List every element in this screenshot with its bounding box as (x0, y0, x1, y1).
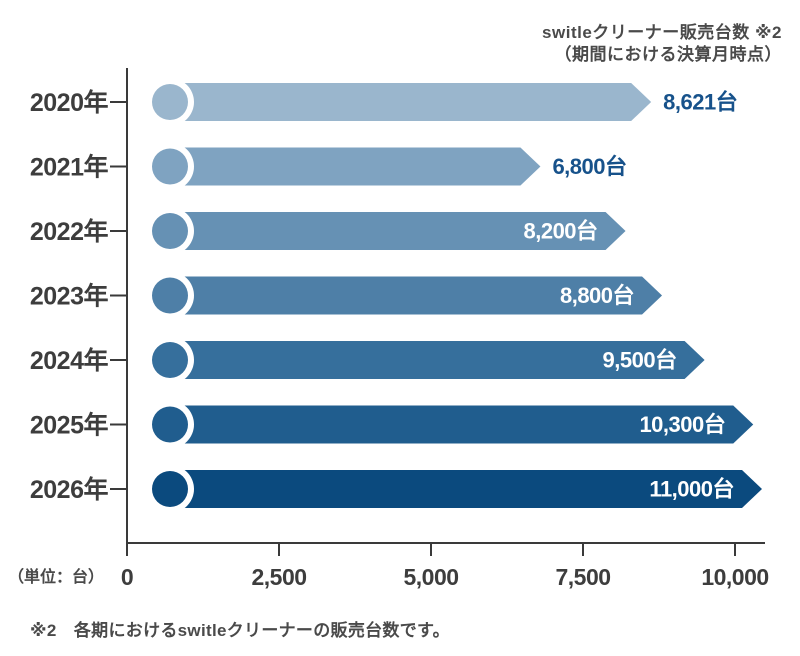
footnote-text: ※2 各期におけるswitleクリーナーの販売台数です。 (30, 621, 450, 640)
bar-cap-circle-2020年 (152, 84, 188, 120)
y-axis-tick-2023年 (110, 294, 127, 297)
x-axis-tick-10,000 (734, 543, 736, 556)
value-label-2022年: 8,200台 (523, 219, 597, 244)
y-axis-tick-2020年 (110, 101, 127, 103)
x-axis-tick-2,500 (278, 543, 280, 556)
x-axis-tick-label-7,500: 7,500 (555, 564, 610, 590)
category-label-2020年: 2020年 (30, 88, 109, 117)
category-label-2025年: 2025年 (30, 410, 109, 439)
y-axis-tick-2024年 (110, 359, 127, 361)
category-label-2026年: 2026年 (30, 475, 109, 504)
bar-2021年 (170, 147, 541, 186)
bar-2024年 (170, 341, 705, 379)
value-label-2021年: 6,800台 (552, 154, 626, 179)
x-axis-tick-label-5,000: 5,000 (403, 564, 458, 590)
bar-cap-circle-2025年 (152, 406, 188, 443)
bar-cap-circle-2023年 (152, 277, 188, 314)
value-label-2020年: 8,621台 (663, 90, 737, 115)
bar-cap-circle-2021年 (152, 148, 188, 185)
chart-title: switleクリーナー販売台数 ※2 （期間における決算月時点） (542, 22, 782, 66)
bar-2025年 (170, 405, 754, 444)
category-label-2023年: 2023年 (30, 281, 109, 310)
bar-cap-circle-2022年 (152, 213, 188, 249)
value-label-2026年: 11,000台 (649, 477, 734, 502)
x-axis-tick-label-2,500: 2,500 (251, 564, 306, 590)
y-axis-tick-2021年 (110, 165, 127, 168)
chart-title-line1: switleクリーナー販売台数 ※2 (542, 23, 782, 42)
value-label-2025年: 10,300台 (639, 412, 725, 437)
category-label-2024年: 2024年 (30, 346, 109, 375)
y-axis-tick-2025年 (110, 423, 127, 426)
y-axis-line (126, 68, 128, 556)
x-axis-tick-5,000 (430, 543, 432, 556)
category-label-2022年: 2022年 (30, 217, 109, 246)
category-label-2021年: 2021年 (30, 152, 109, 181)
y-axis-tick-2026年 (110, 488, 127, 490)
y-axis-tick-2022年 (110, 230, 127, 232)
value-label-2023年: 8,800台 (560, 283, 634, 308)
bar-2022年 (170, 212, 626, 250)
x-axis-tick-7,500 (582, 543, 584, 556)
bar-2026年 (170, 470, 762, 508)
bar-cap-circle-2024年 (152, 342, 188, 378)
bar-2020年 (170, 83, 652, 121)
value-label-2024年: 9,500台 (603, 348, 677, 373)
bar-chart: 0 2,500 5,000 7,500 10,000 2020年 8,621台 2021年 6,… (30, 68, 769, 590)
axis-unit-label: （単位：台） (8, 569, 105, 586)
chart-title-line2: （期間における決算月時点） (554, 45, 782, 64)
x-axis-line (126, 542, 765, 544)
x-axis-tick-label-10,000: 10,000 (701, 564, 768, 590)
bar-2023年 (170, 276, 663, 315)
x-axis-tick-label-0: 0 (121, 564, 133, 590)
bar-cap-circle-2026年 (152, 471, 188, 507)
